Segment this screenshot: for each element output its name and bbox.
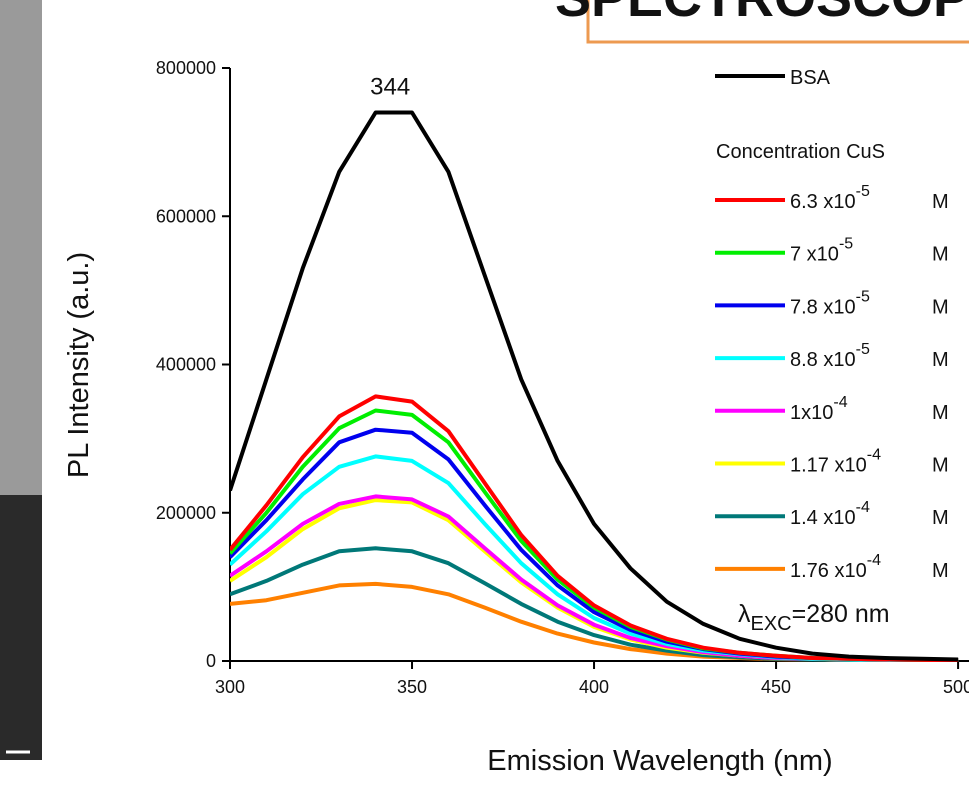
series-line <box>230 394 959 662</box>
peak-label: 344 <box>370 73 410 100</box>
legend-unit: M <box>932 296 949 318</box>
legend-unit: M <box>932 349 949 371</box>
legend-unit: M <box>932 560 949 582</box>
excitation-label: λEXC=280 nm <box>738 600 890 635</box>
legend-exponent: -5 <box>856 341 870 358</box>
legend-label: 7.8 x10-5 <box>790 288 870 318</box>
legend-label: 1.4 x10-4 <box>790 499 870 529</box>
legend-unit: M <box>932 507 949 529</box>
y-tick-label: 200000 <box>156 503 216 523</box>
legend-exponent: -4 <box>833 394 847 411</box>
excitation-subscript: EXC <box>751 613 792 635</box>
legend-label: 8.8 x10-5 <box>790 341 870 371</box>
title-box <box>586 0 969 44</box>
legend-unit: M <box>932 191 949 213</box>
legend-name: 1x10 <box>790 402 833 424</box>
legend-name: 8.8 x10 <box>790 349 856 371</box>
legend-exponent: -4 <box>867 552 881 569</box>
x-tick-label: 500 <box>943 677 969 697</box>
legend-label: 1.17 x10-4 <box>790 447 881 477</box>
legend-label: BSA <box>790 67 831 89</box>
legend-name: 1.76 x10 <box>790 560 867 582</box>
legend-name: 1.17 x10 <box>790 455 867 477</box>
x-tick-label: 400 <box>579 677 609 697</box>
legend-unit: M <box>932 455 949 477</box>
legend-label: 1x10-4 <box>790 394 848 424</box>
legend-unit: M <box>932 244 949 266</box>
x-tick-label: 350 <box>397 677 427 697</box>
tem-image-top <box>0 0 42 495</box>
legend-label: 7 x10-5 <box>790 236 853 266</box>
legend-exponent: -5 <box>856 288 870 305</box>
legend-exponent: -4 <box>856 499 870 516</box>
y-tick-label: 0 <box>206 651 216 671</box>
legend-name: 7 x10 <box>790 244 839 266</box>
legend-exponent: -4 <box>867 447 881 464</box>
excitation-symbol: λ <box>738 600 751 628</box>
y-axis-label: PL Intensity (a.u.) <box>63 252 95 478</box>
legend-exponent: -5 <box>839 236 853 253</box>
y-tick-label: 600000 <box>156 206 216 226</box>
chart-title: SPECTROSCOPY <box>555 0 969 28</box>
legend-exponent: -5 <box>856 183 870 200</box>
series-line <box>230 454 959 662</box>
legend-name: BSA <box>790 67 831 89</box>
legend-label: 6.3 x10-5 <box>790 183 870 213</box>
x-tick-label: 450 <box>761 677 791 697</box>
x-tick-label: 300 <box>215 677 245 697</box>
legend-title: Concentration CuS <box>716 141 885 163</box>
y-tick-label: 400000 <box>156 355 216 375</box>
legend-name: 1.4 x10 <box>790 507 856 529</box>
legend-name: 6.3 x10 <box>790 191 856 213</box>
legend-unit: M <box>932 402 949 424</box>
excitation-value: =280 nm <box>792 600 890 628</box>
x-axis-label: Emission Wavelength (nm) <box>487 745 832 777</box>
legend-name: 7.8 x10 <box>790 296 856 318</box>
series-line <box>230 110 959 662</box>
tem-image-bottom <box>0 495 42 760</box>
legend-label: 1.76 x10-4 <box>790 552 881 582</box>
y-tick-label: 800000 <box>156 58 216 78</box>
